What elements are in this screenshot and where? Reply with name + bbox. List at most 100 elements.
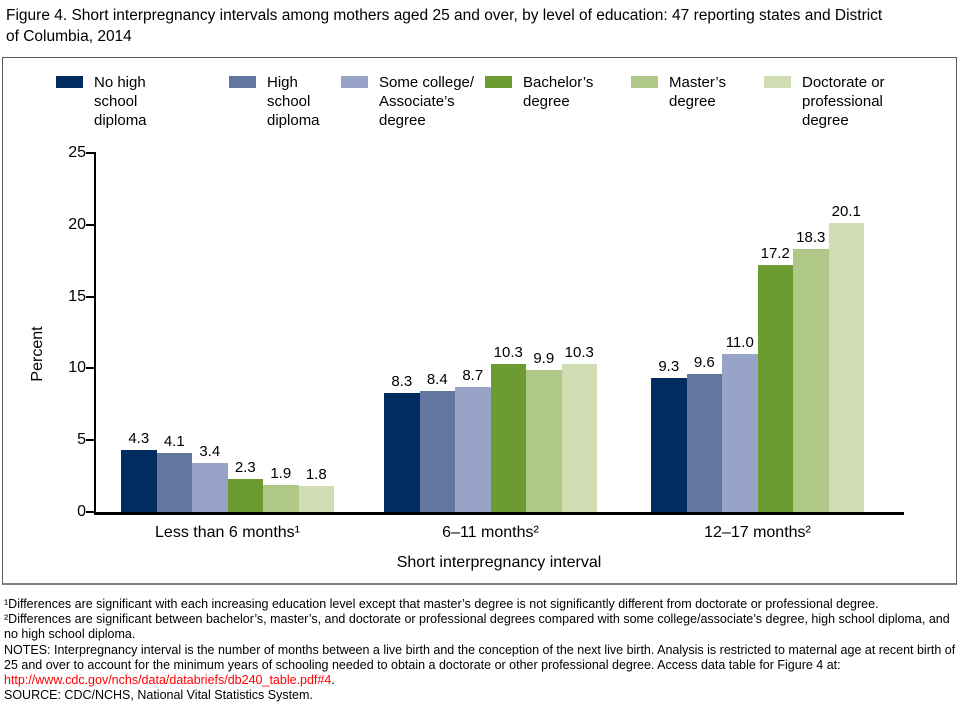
bar [384, 392, 420, 512]
bar-slot: 3.4 [192, 153, 228, 512]
bar-value-label: 10.3 [493, 344, 523, 362]
bar [419, 391, 455, 512]
source-line: SOURCE: CDC/NCHS, National Vital Statist… [4, 688, 313, 703]
notes-text: NOTES: Interpregnancy interval is the nu… [4, 642, 956, 672]
bar [227, 478, 263, 512]
y-tick-mark [86, 295, 94, 298]
footnote-2: ²Differences are significant between bac… [4, 612, 950, 642]
bar [793, 249, 829, 512]
bar [686, 374, 722, 512]
x-axis-title: Short interpregnancy interval [396, 554, 602, 571]
bar-value-label: 10.3 [564, 344, 594, 362]
y-tick-mark [86, 152, 94, 154]
y-tick-label: 15 [68, 287, 86, 305]
x-axis-line [94, 512, 904, 515]
legend-label: High school diploma [267, 74, 320, 129]
footnote-1: ¹Differences are significant with each i… [4, 597, 879, 611]
bar-slot: 20.1 [828, 153, 864, 512]
y-tick-label: 20 [68, 215, 86, 233]
bar-value-label: 9.9 [533, 349, 555, 367]
bar-slot: 4.1 [156, 153, 192, 512]
legend-label: Some college/ Associate’s degree [379, 74, 475, 129]
legend-label: Doctorate or professional degree [802, 74, 885, 129]
x-category-label: 6–11 months² [442, 524, 539, 541]
bar-group: 9.3 9.6 11.0 17.2 18.3 20.1 [651, 153, 864, 512]
legend-label: Bachelor’s degree [523, 74, 594, 110]
legend-label: Master’s degree [669, 74, 726, 110]
y-tick-mark [86, 511, 94, 513]
y-tick-label: 10 [68, 359, 86, 377]
bar [526, 369, 562, 512]
y-tick-label: 25 [68, 144, 86, 161]
bar-slot: 8.3 [384, 153, 420, 512]
legend-item: Bachelor’s degree [485, 73, 608, 111]
bar [490, 364, 526, 512]
bar [722, 354, 758, 512]
y-axis-line [94, 152, 96, 515]
bar-value-label: 2.3 [234, 458, 256, 476]
bar-slot: 9.9 [526, 153, 562, 512]
y-tick-mark [86, 439, 94, 442]
bar [263, 484, 299, 512]
legend-swatch [341, 76, 368, 88]
bar [651, 378, 687, 512]
bar-slot: 9.6 [686, 153, 722, 512]
x-category-label: 12–17 months² [704, 524, 811, 541]
bar-value-label: 1.9 [270, 464, 292, 482]
bar-group: 8.3 8.4 8.7 10.3 9.9 10.3 [384, 153, 597, 512]
bar [455, 387, 491, 512]
legend-item: High school diploma [229, 73, 327, 130]
y-axis-label: Percent [29, 326, 46, 382]
legend-swatch [631, 76, 658, 88]
bar-value-label: 11.0 [725, 334, 754, 352]
notes-suffix: . [331, 673, 335, 688]
legend-item: Doctorate or professional degree [764, 73, 898, 130]
notes-line: NOTES: Interpregnancy interval is the nu… [4, 643, 956, 689]
bar-slot: 18.3 [793, 153, 829, 512]
y-tick-mark [86, 367, 94, 370]
bar [561, 364, 597, 512]
legend-swatch [229, 76, 256, 88]
bar-slot: 10.3 [561, 153, 597, 512]
bar-slot: 2.3 [227, 153, 263, 512]
bar-value-label: 8.4 [426, 371, 448, 389]
legend-swatch [485, 76, 512, 88]
data-table-link[interactable]: http://www.cdc.gov/nchs/data/databriefs/… [4, 673, 332, 688]
bar-slot: 11.0 [722, 153, 758, 512]
bar-value-label: 20.1 [831, 203, 861, 221]
bar-slot: 1.9 [263, 153, 299, 512]
bar-slot: 1.8 [298, 153, 334, 512]
bar-slot: 9.3 [651, 153, 687, 512]
bar-value-label: 9.6 [693, 354, 715, 372]
bar-value-label: 4.1 [163, 433, 185, 451]
y-tick-label: 0 [77, 503, 86, 520]
bar [828, 223, 864, 512]
legend-swatch [56, 76, 83, 88]
legend-swatch [764, 76, 791, 88]
bar-value-label: 1.8 [305, 466, 327, 484]
bar-group: 4.3 4.1 3.4 2.3 1.9 1.8 [121, 153, 334, 512]
bar [192, 463, 228, 512]
bar-slot: 8.7 [455, 153, 491, 512]
figure-title: Figure 4. Short interpregnancy intervals… [6, 7, 883, 45]
bar [298, 486, 334, 512]
footnotes: ¹Differences are significant with each i… [4, 597, 956, 703]
bar [121, 450, 157, 512]
bar [757, 265, 793, 512]
chart-frame: Percent Short interpregnancy interval No… [2, 57, 957, 585]
legend-item: No high school diploma [56, 73, 158, 130]
bar-slot: 17.2 [757, 153, 793, 512]
bar [156, 453, 192, 512]
legend-item: Master’s degree [631, 73, 741, 111]
bar-value-label: 17.2 [760, 245, 790, 263]
bar-value-label: 18.3 [796, 229, 826, 247]
bar-value-label: 9.3 [658, 358, 680, 376]
x-category-label: Less than 6 months¹ [155, 524, 300, 541]
legend-label: No high school diploma [94, 74, 147, 129]
bar-value-label: 3.4 [199, 443, 221, 461]
bar-value-label: 8.7 [462, 367, 484, 385]
bar-value-label: 8.3 [391, 372, 413, 390]
bar-slot: 10.3 [490, 153, 526, 512]
bar-slot: 4.3 [121, 153, 157, 512]
